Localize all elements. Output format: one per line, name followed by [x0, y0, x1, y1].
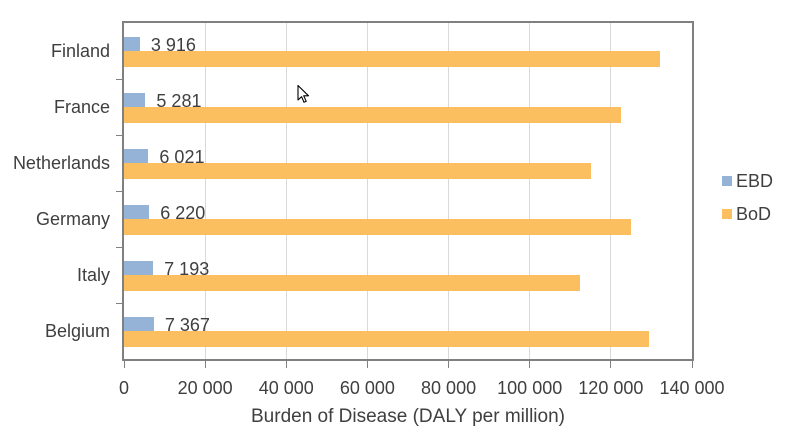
legend-label-bod: BoD — [736, 204, 772, 224]
bar-value-label: 7 193 — [164, 259, 210, 279]
bar-bod-belgium — [124, 331, 650, 347]
x-tick-label: 40 000 — [258, 378, 314, 398]
bar-bod-germany — [124, 219, 632, 235]
legend-swatch-bod — [722, 209, 732, 219]
x-tick-label: 20 000 — [177, 378, 233, 398]
category-label-germany: Germany — [35, 208, 110, 229]
bar-value-label: 6 021 — [159, 147, 205, 167]
x-tick-label: 100 000 — [497, 378, 563, 398]
legend-item-ebd: EBD — [722, 171, 773, 191]
bar-value-label: 7 367 — [164, 315, 210, 335]
x-axis-tick — [529, 360, 531, 368]
category-label-belgium: Belgium — [44, 320, 110, 341]
gridline — [366, 23, 368, 359]
x-axis-tick — [285, 360, 287, 368]
gridline — [529, 23, 531, 359]
bar-bod-france — [124, 107, 621, 123]
x-axis-tick — [610, 360, 612, 368]
gridline — [285, 23, 287, 359]
y-axis-tick — [116, 78, 122, 80]
category-label-finland: Finland — [50, 40, 110, 61]
bar-ebd-netherlands — [124, 149, 149, 163]
category-label-france: France — [53, 96, 110, 117]
y-axis-tick — [116, 246, 122, 248]
bar-ebd-belgium — [124, 317, 154, 331]
x-axis-tick — [366, 360, 368, 368]
legend-label-ebd: EBD — [736, 171, 774, 191]
x-axis-tick — [123, 360, 125, 368]
bar-value-label: 3 916 — [150, 35, 196, 55]
x-axis-tick — [691, 360, 693, 368]
category-label-netherlands: Netherlands — [12, 152, 110, 173]
gridline — [610, 23, 612, 359]
x-axis-tick — [204, 360, 206, 368]
bar-bod-netherlands — [124, 163, 591, 179]
x-axis-title: Burden of Disease (DALY per million) — [251, 406, 565, 427]
bar-ebd-italy — [124, 261, 154, 275]
y-axis-tick — [116, 134, 122, 136]
x-axis-tick — [448, 360, 450, 368]
bar-ebd-finland — [124, 37, 140, 51]
bar-bod-finland — [124, 51, 660, 67]
x-tick-label: 80 000 — [421, 378, 477, 398]
legend-item-bod: BoD — [722, 204, 771, 224]
x-tick-label: 140 000 — [659, 378, 725, 398]
x-tick-label: 120 000 — [578, 378, 644, 398]
gridline — [204, 23, 206, 359]
y-axis-tick — [116, 190, 122, 192]
y-axis-tick — [116, 302, 122, 304]
bar-bod-italy — [124, 275, 581, 291]
x-tick-label: 60 000 — [339, 378, 395, 398]
legend-swatch-ebd — [722, 176, 732, 186]
bar-value-label: 5 281 — [156, 91, 202, 111]
gridline — [448, 23, 450, 359]
mouse-cursor-icon — [297, 85, 310, 103]
bar-ebd-germany — [124, 205, 150, 219]
bar-ebd-france — [124, 93, 146, 107]
category-label-italy: Italy — [76, 264, 110, 285]
plot-area: 3 916 5 281 6 021 6 220 7 193 7 367 — [124, 23, 692, 359]
bar-value-label: 6 220 — [160, 203, 206, 223]
x-tick-label: 0 — [118, 378, 129, 398]
